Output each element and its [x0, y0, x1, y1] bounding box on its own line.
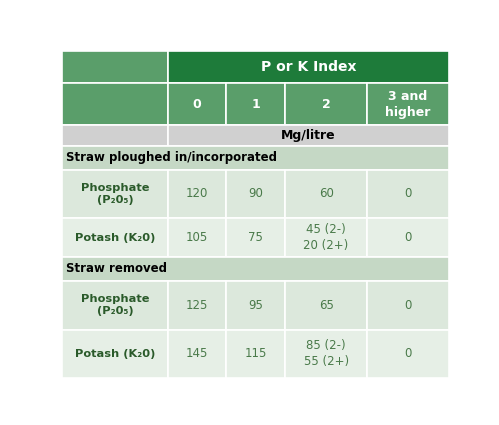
- Bar: [285, 281, 367, 329]
- Bar: [285, 329, 367, 378]
- Text: 120: 120: [186, 187, 208, 200]
- Bar: [62, 329, 168, 378]
- Bar: [227, 281, 285, 329]
- Text: Phosphate
(P₂0₅): Phosphate (P₂0₅): [81, 294, 149, 316]
- Text: 0: 0: [404, 231, 412, 244]
- Text: Potash (K₂0): Potash (K₂0): [75, 232, 155, 243]
- Bar: [62, 218, 168, 257]
- Text: 75: 75: [249, 231, 263, 244]
- Bar: [168, 329, 227, 378]
- Bar: [62, 146, 449, 170]
- Bar: [285, 218, 367, 257]
- Bar: [227, 170, 285, 218]
- Bar: [227, 83, 285, 125]
- Text: Straw ploughed in/incorporated: Straw ploughed in/incorporated: [66, 151, 277, 164]
- Text: 85 (2-)
55 (2+): 85 (2-) 55 (2+): [303, 340, 349, 368]
- Bar: [62, 125, 168, 146]
- Text: 0: 0: [404, 347, 412, 360]
- Bar: [227, 329, 285, 378]
- Bar: [62, 281, 168, 329]
- Text: 45 (2-)
20 (2+): 45 (2-) 20 (2+): [303, 223, 349, 252]
- Text: 0: 0: [404, 299, 412, 312]
- Bar: [227, 218, 285, 257]
- Bar: [168, 281, 227, 329]
- Bar: [367, 218, 449, 257]
- Text: 125: 125: [186, 299, 208, 312]
- Text: 105: 105: [186, 231, 208, 244]
- Text: Straw removed: Straw removed: [66, 263, 167, 275]
- Text: 115: 115: [245, 347, 267, 360]
- Bar: [168, 51, 449, 83]
- Text: P or K Index: P or K Index: [260, 60, 356, 74]
- Text: 0: 0: [193, 98, 201, 111]
- Bar: [168, 218, 227, 257]
- Text: 95: 95: [249, 299, 263, 312]
- Text: 1: 1: [251, 98, 260, 111]
- Bar: [367, 83, 449, 125]
- Text: 0: 0: [404, 187, 412, 200]
- Text: 2: 2: [322, 98, 330, 111]
- Bar: [62, 83, 168, 125]
- Bar: [367, 329, 449, 378]
- Bar: [168, 125, 449, 146]
- Bar: [62, 257, 449, 281]
- Text: 145: 145: [186, 347, 208, 360]
- Bar: [285, 83, 367, 125]
- Bar: [285, 170, 367, 218]
- Text: 60: 60: [319, 187, 333, 200]
- Bar: [168, 170, 227, 218]
- Text: 90: 90: [249, 187, 263, 200]
- Bar: [367, 281, 449, 329]
- Text: 65: 65: [319, 299, 333, 312]
- Bar: [367, 170, 449, 218]
- Text: Mg/litre: Mg/litre: [281, 129, 336, 142]
- Bar: [168, 83, 227, 125]
- Text: Phosphate
(P₂0₅): Phosphate (P₂0₅): [81, 183, 149, 205]
- Bar: [62, 51, 168, 83]
- Text: Potash (K₂0): Potash (K₂0): [75, 349, 155, 359]
- Bar: [62, 170, 168, 218]
- Text: 3 and
higher: 3 and higher: [385, 90, 431, 119]
